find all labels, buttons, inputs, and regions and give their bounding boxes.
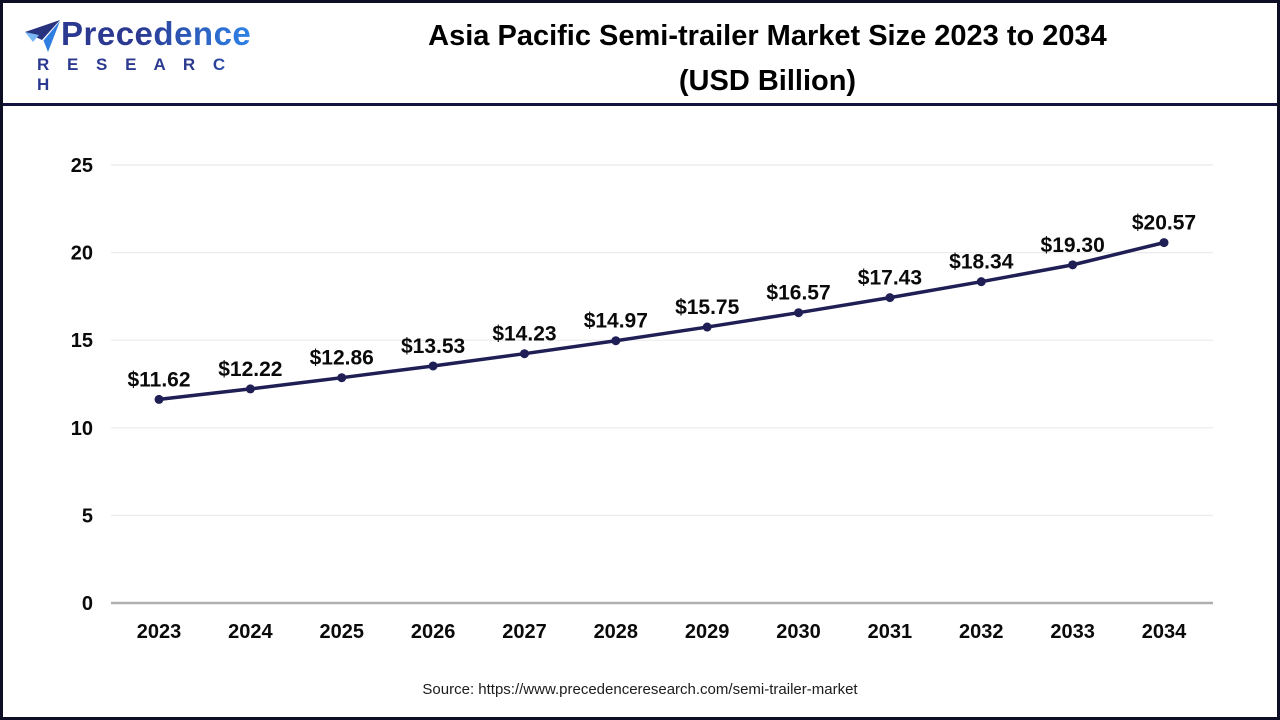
- x-tick-label: 2029: [685, 621, 730, 643]
- data-point-label: $19.30: [1041, 234, 1105, 257]
- y-tick-label: 0: [82, 593, 93, 615]
- data-point-label: $14.23: [492, 323, 556, 346]
- data-point: [428, 361, 438, 371]
- precedence-research-logo: Precedence R E S E A R C H: [3, 3, 258, 95]
- data-point-label: $11.62: [127, 368, 190, 391]
- data-point-label: $14.97: [584, 310, 648, 333]
- data-point: [885, 293, 895, 303]
- market-line-chart: 0510152025$11.622023$12.222024$12.862025…: [71, 155, 1213, 643]
- data-point: [611, 336, 621, 346]
- y-tick-label: 20: [71, 243, 93, 265]
- x-tick-label: 2033: [1050, 621, 1095, 643]
- source-citation: Source: https://www.precedenceresearch.c…: [422, 681, 858, 698]
- page-title: Asia Pacific Semi-trailer Market Size 20…: [258, 3, 1277, 104]
- paper-plane-icon: [25, 20, 60, 52]
- y-tick-label: 10: [71, 418, 93, 440]
- data-point: [519, 349, 529, 359]
- y-tick-label: 25: [71, 155, 93, 177]
- data-point-label: $12.22: [218, 358, 282, 381]
- data-point: [1159, 238, 1169, 248]
- data-point-label: $16.57: [766, 282, 830, 305]
- data-point-label: $15.75: [675, 296, 740, 319]
- x-tick-label: 2034: [1142, 621, 1187, 643]
- x-tick-label: 2025: [319, 621, 364, 643]
- y-tick-label: 5: [82, 505, 93, 527]
- data-point: [337, 373, 347, 383]
- x-tick-label: 2023: [137, 621, 182, 643]
- logo-subtitle-text: R E S E A R C H: [37, 55, 258, 95]
- logo-brand-text: Precedence: [61, 15, 252, 52]
- data-point-label: $12.86: [310, 347, 374, 370]
- x-tick-label: 2031: [868, 621, 913, 643]
- y-tick-label: 15: [71, 330, 93, 352]
- data-point-label: $17.43: [858, 267, 922, 290]
- data-point: [1068, 260, 1078, 270]
- data-point-label: $20.57: [1132, 212, 1196, 235]
- data-point: [245, 384, 255, 394]
- data-point: [794, 308, 804, 318]
- x-tick-label: 2026: [411, 621, 456, 643]
- data-point: [702, 322, 712, 332]
- data-point: [976, 277, 986, 287]
- x-tick-label: 2030: [776, 621, 821, 643]
- chart-title-line1: Asia Pacific Semi-trailer Market Size 20…: [428, 20, 1107, 52]
- x-tick-label: 2024: [228, 621, 273, 643]
- header: Precedence R E S E A R C H Asia Pacific …: [3, 3, 1277, 106]
- data-point-label: $13.53: [401, 335, 465, 358]
- data-point: [154, 394, 164, 404]
- x-tick-label: 2027: [502, 621, 547, 643]
- trend-line: [157, 240, 1166, 402]
- chart-title-line2: (USD Billion): [678, 65, 857, 97]
- x-tick-label: 2032: [959, 621, 1004, 643]
- data-point-label: $18.34: [949, 251, 1014, 274]
- x-tick-label: 2028: [594, 621, 639, 643]
